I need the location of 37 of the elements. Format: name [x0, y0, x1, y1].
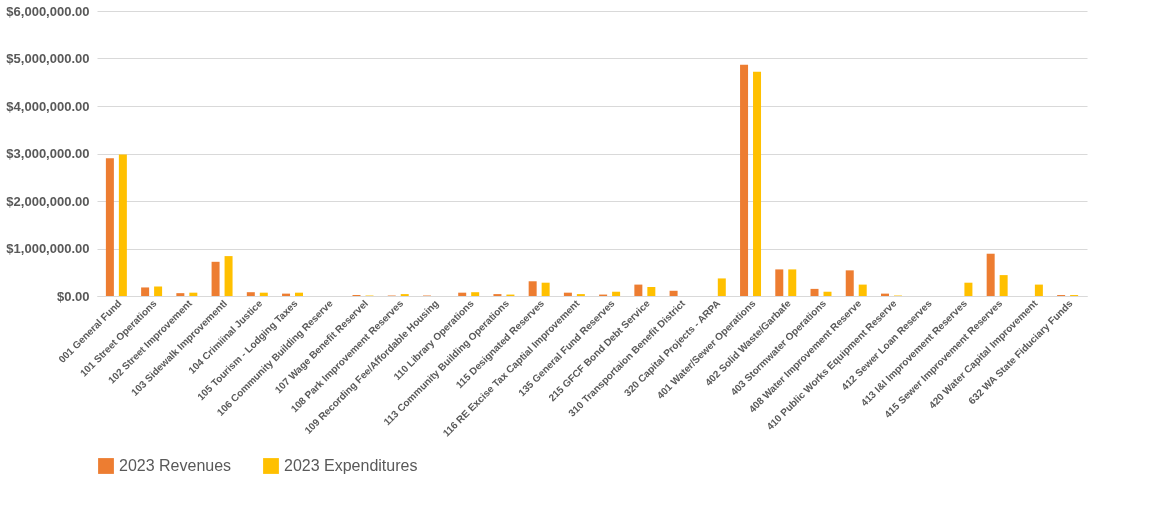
legend-label: 2023 Revenues [119, 457, 232, 474]
y-tick-label: $1,000,000.00 [6, 241, 90, 256]
y-tick-label: $3,000,000.00 [6, 146, 90, 161]
bar [541, 282, 550, 296]
bar [154, 286, 163, 296]
bar [823, 291, 832, 296]
bar [471, 292, 480, 296]
y-tick-label: $6,000,000.00 [6, 3, 90, 19]
bar [964, 282, 973, 296]
y-tick-label: $4,000,000.00 [6, 98, 90, 114]
bar [1034, 284, 1043, 296]
y-tick-label: $5,000,000.00 [6, 51, 90, 66]
bar [788, 269, 797, 296]
bar [999, 275, 1008, 296]
bar [118, 154, 127, 296]
legend-label: 2023 Expenditures [284, 457, 418, 474]
y-tick-label: $0.00 [56, 288, 90, 304]
bar [612, 291, 621, 296]
bar [141, 287, 150, 296]
bar [528, 281, 537, 296]
bar [775, 269, 784, 296]
bar [717, 278, 726, 296]
bar [669, 290, 678, 296]
bar [810, 288, 819, 296]
bar [105, 158, 114, 296]
bar [176, 293, 185, 296]
bar [753, 71, 762, 296]
bar [858, 284, 867, 296]
bar [224, 256, 233, 296]
y-tick-label: $2,000,000.00 [6, 193, 90, 209]
bar [634, 284, 643, 296]
bar [246, 292, 255, 296]
bar [211, 261, 220, 296]
bar [740, 64, 749, 296]
bar [647, 286, 656, 296]
bar [845, 270, 854, 296]
bar [986, 253, 995, 296]
